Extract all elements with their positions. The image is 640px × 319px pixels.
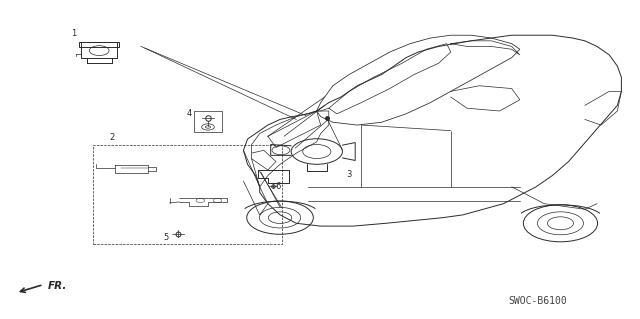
Text: 4: 4 — [186, 109, 191, 118]
Text: 2: 2 — [109, 133, 115, 142]
Bar — [79, 42, 119, 47]
Text: 1: 1 — [71, 29, 76, 38]
Text: SWOC-B6100: SWOC-B6100 — [508, 296, 567, 307]
Bar — [81, 42, 117, 58]
Text: FR.: FR. — [48, 281, 67, 292]
Bar — [93, 145, 282, 244]
Bar — [194, 111, 222, 131]
Text: 3: 3 — [346, 170, 351, 179]
Text: 6: 6 — [276, 182, 281, 191]
Text: 5: 5 — [163, 233, 168, 242]
